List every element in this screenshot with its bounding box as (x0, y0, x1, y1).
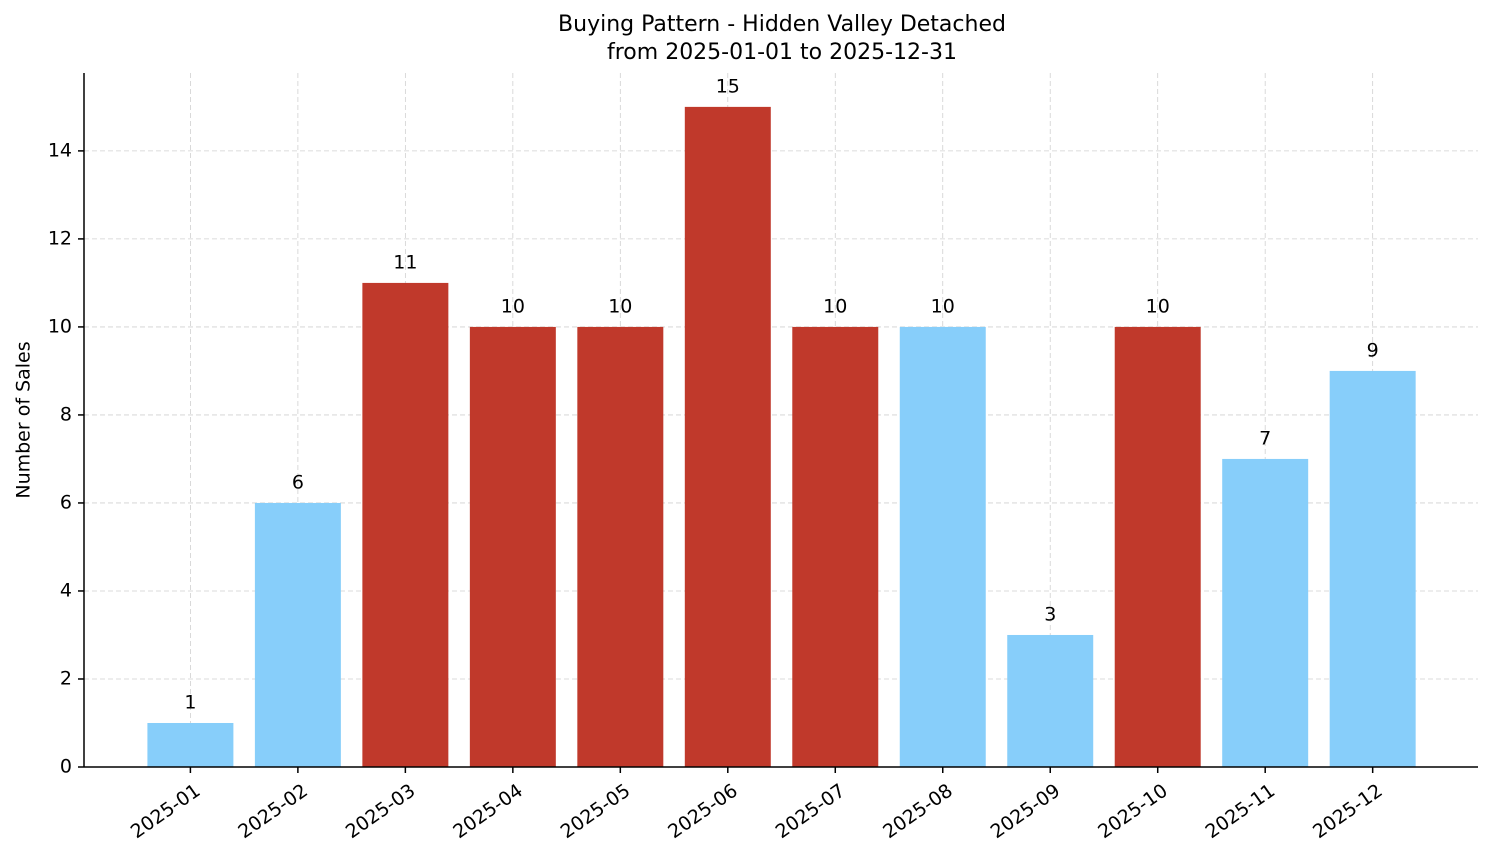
x-tick-label: 2025-07 (772, 780, 850, 844)
bar (899, 326, 986, 767)
y-tick-label: 14 (48, 139, 72, 161)
bar (577, 326, 664, 767)
x-tick-label: 2025-12 (1309, 780, 1387, 844)
bar (1329, 370, 1416, 767)
y-axis-label: Number of Sales (13, 341, 35, 498)
y-tick-label: 4 (60, 579, 72, 601)
y-tick-label: 2 (60, 667, 72, 689)
y-tick-label: 10 (48, 315, 72, 337)
bar (469, 326, 556, 767)
x-tick-label: 2025-01 (127, 780, 205, 844)
x-tick-label: 2025-04 (449, 780, 527, 844)
x-tick-label: 2025-11 (1202, 780, 1280, 844)
bar (1222, 458, 1309, 767)
bar (1007, 634, 1094, 767)
data-label: 6 (292, 471, 304, 493)
data-label: 1 (184, 691, 196, 713)
y-tick-label: 12 (48, 227, 72, 249)
chart-title: Buying Pattern - Hidden Valley Detached (558, 12, 1006, 37)
bar (684, 106, 771, 767)
x-tick-label: 2025-05 (557, 780, 635, 844)
y-tick-label: 6 (60, 491, 72, 513)
data-label: 10 (931, 295, 955, 317)
data-label: 10 (501, 295, 525, 317)
x-tick-label: 2025-06 (664, 780, 742, 844)
bar (792, 326, 879, 767)
bar (254, 502, 341, 767)
data-label: 11 (393, 251, 417, 273)
data-label: 15 (716, 75, 740, 97)
y-tick-label: 8 (60, 403, 72, 425)
bar (147, 722, 234, 767)
data-label: 10 (608, 295, 632, 317)
data-label: 10 (823, 295, 847, 317)
x-tick-label: 2025-02 (234, 780, 312, 844)
data-label: 3 (1044, 603, 1056, 625)
x-tick-label: 2025-10 (1094, 780, 1172, 844)
data-label: 10 (1146, 295, 1170, 317)
data-label: 7 (1259, 427, 1271, 449)
x-tick-label: 2025-03 (342, 780, 420, 844)
chart-subtitle: from 2025-01-01 to 2025-12-31 (607, 40, 957, 65)
y-tick-label: 0 (60, 756, 72, 778)
bar (1114, 326, 1201, 767)
data-label: 9 (1367, 339, 1379, 361)
x-tick-label: 2025-08 (879, 780, 957, 844)
bar (362, 282, 449, 767)
x-tick-label: 2025-09 (987, 780, 1065, 844)
